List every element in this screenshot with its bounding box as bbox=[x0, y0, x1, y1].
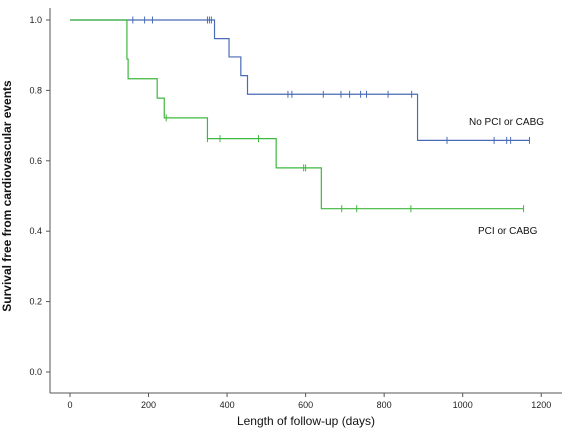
x-tick-label: 800 bbox=[377, 400, 392, 410]
series-label-no-pci: No PCI or CABG bbox=[469, 117, 544, 128]
ticks: 0 200 400 600 800 1000 1200 0.0 0.2 0.4 0.6 0.8 1.0 bbox=[29, 15, 551, 410]
y-tick-label: 0.0 bbox=[29, 367, 42, 377]
x-tick-label: 400 bbox=[220, 400, 235, 410]
x-axis-title: Length of follow-up (days) bbox=[237, 414, 375, 428]
y-axis-title: Survival free from cardiovascular events bbox=[0, 80, 14, 312]
series-label-pci: PCI or CABG bbox=[478, 226, 538, 237]
y-tick-label: 0.4 bbox=[29, 226, 42, 236]
axes bbox=[49, 8, 562, 394]
y-tick-label: 1.0 bbox=[29, 15, 42, 25]
y-tick-label: 0.2 bbox=[29, 297, 42, 307]
x-tick-label: 600 bbox=[298, 400, 313, 410]
y-tick-label: 0.6 bbox=[29, 156, 42, 166]
survival-curve-0 bbox=[70, 19, 530, 141]
plot-area bbox=[70, 16, 530, 213]
x-tick-label: 1200 bbox=[531, 400, 551, 410]
survival-curve-1 bbox=[70, 19, 524, 210]
x-tick-label: 200 bbox=[141, 400, 156, 410]
y-tick-label: 0.8 bbox=[29, 85, 42, 95]
x-tick-label: 1000 bbox=[453, 400, 473, 410]
x-tick-label: 0 bbox=[67, 400, 72, 410]
